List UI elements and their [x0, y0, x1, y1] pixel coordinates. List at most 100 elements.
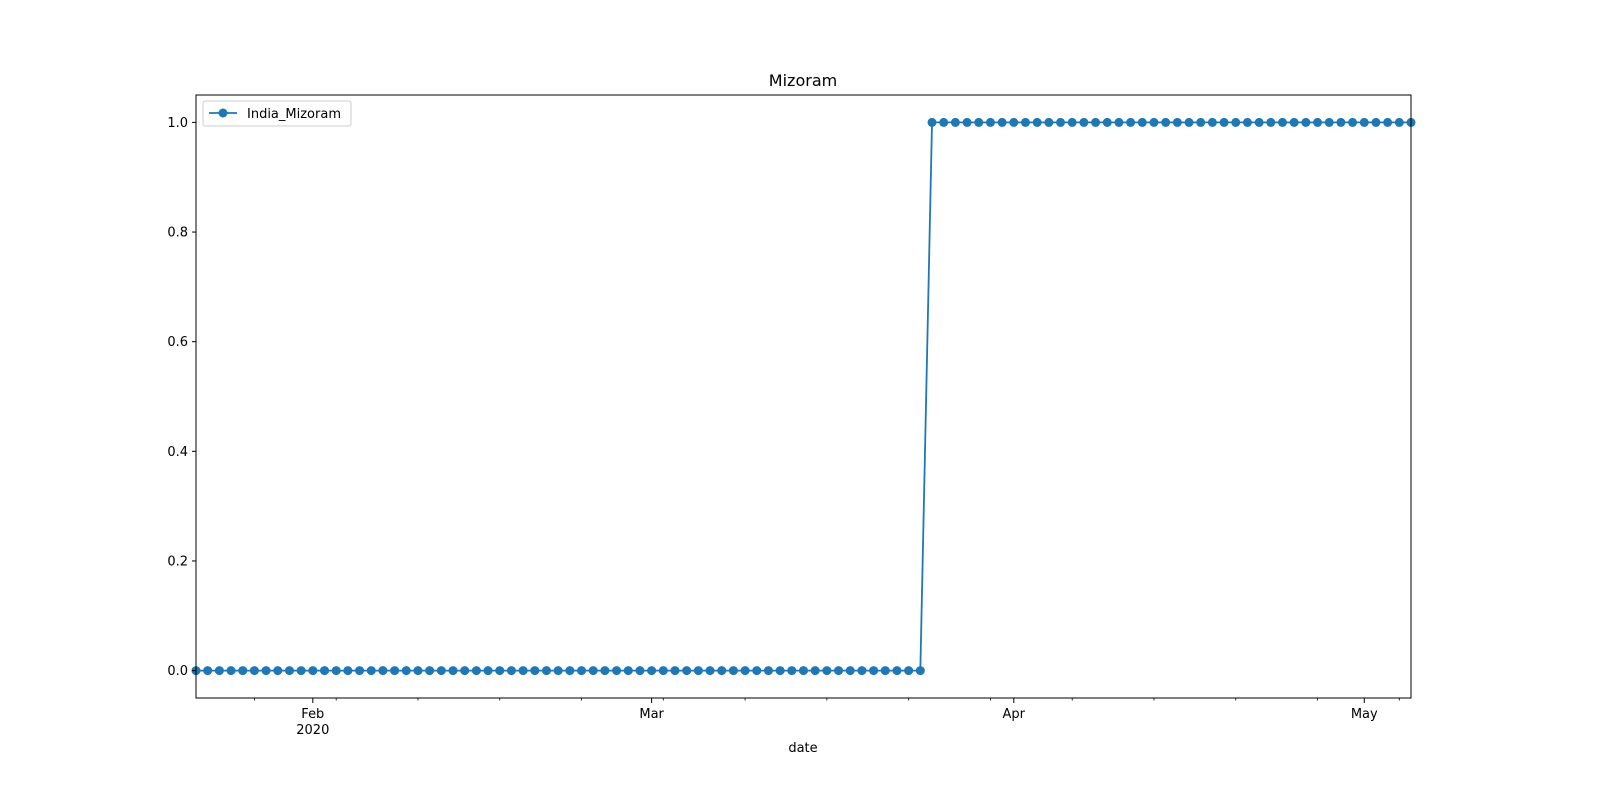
- data-point: [1371, 117, 1381, 127]
- x-tick-label: May: [1351, 707, 1378, 722]
- data-point: [1196, 117, 1206, 127]
- data-point: [787, 666, 797, 676]
- data-point: [355, 666, 365, 676]
- data-point: [1348, 117, 1358, 127]
- data-point: [1114, 117, 1124, 127]
- data-point: [740, 666, 750, 676]
- data-point: [799, 666, 808, 676]
- data-point: [1289, 117, 1299, 127]
- data-point: [880, 666, 890, 676]
- x-tick-label: Apr: [1003, 707, 1026, 722]
- data-point: [612, 666, 622, 676]
- data-point: [1254, 117, 1264, 127]
- data-point: [834, 666, 844, 676]
- data-point: [705, 666, 715, 676]
- data-point: [1301, 117, 1311, 127]
- data-point: [845, 666, 855, 676]
- data-point: [331, 666, 341, 676]
- data-point: [390, 666, 400, 676]
- data-point: [273, 666, 283, 676]
- x-tick-label: Feb: [301, 707, 324, 722]
- data-point: [378, 666, 388, 676]
- y-axis: 0.0 0.2 0.4 0.6 0.8 1.0: [167, 116, 196, 679]
- data-point: [226, 666, 236, 676]
- data-point: [775, 666, 785, 676]
- data-point: [1020, 117, 1030, 127]
- data-point: [869, 666, 879, 676]
- data-point: [997, 117, 1007, 127]
- data-point: [1172, 117, 1182, 127]
- data-point: [530, 666, 540, 676]
- data-point: [448, 666, 458, 676]
- y-tick-label: 0.2: [167, 554, 188, 569]
- data-point: [1313, 117, 1323, 127]
- data-point: [623, 666, 633, 676]
- data-point: [471, 666, 481, 676]
- legend-label: India_Mizoram: [247, 107, 341, 122]
- data-point: [752, 666, 762, 676]
- data-point: [565, 666, 575, 676]
- data-point: [425, 666, 435, 676]
- y-tick-label: 0.4: [167, 445, 188, 460]
- data-point: [296, 666, 306, 676]
- data-point: [1394, 117, 1404, 127]
- data-point: [635, 666, 645, 676]
- data-point: [1079, 117, 1089, 127]
- data-point: [308, 666, 318, 676]
- data-point: [401, 666, 411, 676]
- data-point: [506, 666, 516, 676]
- data-point: [857, 666, 867, 676]
- data-point: [483, 666, 493, 676]
- data-point: [1161, 117, 1171, 127]
- data-point: [939, 117, 949, 127]
- data-point: [962, 117, 972, 127]
- data-point: [927, 117, 937, 127]
- data-point: [1277, 117, 1287, 127]
- data-point: [693, 666, 703, 676]
- data-point: [974, 117, 984, 127]
- data-point: [284, 666, 294, 676]
- x-axis-label: date: [788, 741, 817, 756]
- data-point: [763, 666, 773, 676]
- data-point: [460, 666, 470, 676]
- data-point: [728, 666, 738, 676]
- data-point: [1137, 117, 1147, 127]
- data-point: [1324, 117, 1334, 127]
- data-point: [541, 666, 551, 676]
- y-tick-label: 0.8: [167, 226, 188, 241]
- data-point: [436, 666, 446, 676]
- data-point: [588, 666, 598, 676]
- data-point: [1126, 117, 1136, 127]
- data-point: [1102, 117, 1112, 127]
- data-point: [1032, 117, 1042, 127]
- data-point: [892, 666, 902, 676]
- data-point: [1359, 117, 1369, 127]
- y-tick-label: 1.0: [167, 116, 188, 131]
- data-point: [413, 666, 423, 676]
- data-point: [1242, 117, 1252, 127]
- data-point: [249, 666, 259, 676]
- data-point: [1091, 117, 1101, 127]
- data-point: [1009, 117, 1019, 127]
- x-tick-label: Mar: [639, 707, 664, 722]
- data-point: [214, 666, 224, 676]
- data-point: [238, 666, 248, 676]
- data-point: [518, 666, 528, 676]
- data-point: [950, 117, 960, 127]
- data-point: [1231, 117, 1241, 127]
- data-point: [600, 666, 610, 676]
- data-point: [553, 666, 563, 676]
- chart-title: Mizoram: [769, 71, 837, 90]
- x-tick-sublabel: 2020: [296, 723, 329, 738]
- data-point: [343, 666, 353, 676]
- data-point: [1044, 117, 1054, 127]
- data-point: [495, 666, 505, 676]
- data-point: [1067, 117, 1077, 127]
- y-tick-label: 0.0: [167, 664, 188, 679]
- axes-frame: [195, 94, 1412, 699]
- data-point: [985, 117, 995, 127]
- legend-box: [202, 100, 352, 127]
- data-point: [577, 666, 587, 676]
